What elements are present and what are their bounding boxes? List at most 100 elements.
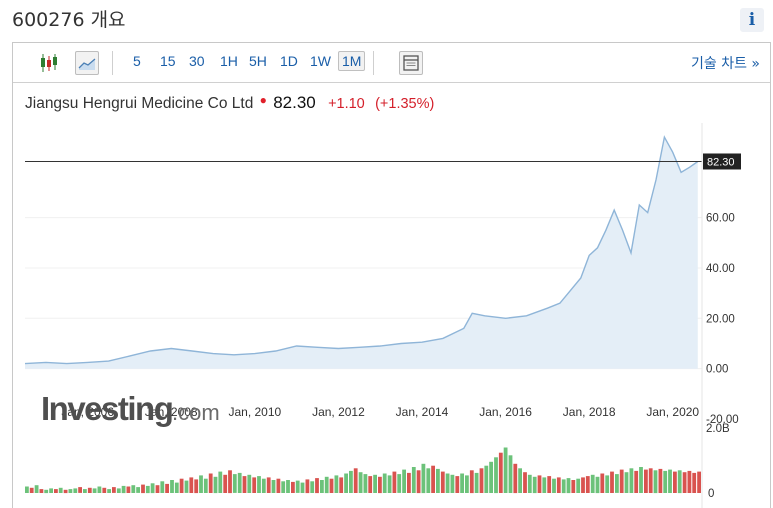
volume-bar [479,468,484,493]
volume-bar [54,489,58,493]
interval-1w[interactable]: 1W [310,53,331,69]
investing-logo: Investing .com [41,390,220,427]
price-change-pct: (+1.35%) [375,96,435,112]
last-price-label: 82.30 [707,156,735,168]
volume-bar [232,474,237,493]
volume-bar [484,465,489,493]
volume-bar [407,472,411,493]
volume-bar [68,489,73,493]
last-price-box [703,153,741,170]
volume-bar [571,480,576,493]
volume-bar [295,480,300,493]
volume-bar [34,485,39,493]
volume-bar [697,471,701,493]
volume-bar [155,485,160,493]
volume-bar [349,470,353,493]
volume-bar [455,476,460,493]
volume-bar [49,488,53,493]
volume-bar [228,470,232,494]
price-area-fill [25,137,698,369]
interval-5[interactable]: 5 [133,53,141,69]
volume-bar [368,476,373,493]
volume-bar [537,475,542,493]
volume-bar [668,469,672,493]
volume-bar [411,467,416,493]
volume-bar [523,472,527,493]
volume-bar [150,483,155,494]
area-chart-icon[interactable] [75,51,99,75]
y-tick-label: 0.00 [706,364,728,376]
price-chart[interactable]: 82.30 0.00 20.00 40.00 60.00 -20.00 Jan, 200… [13,123,770,508]
volume-bar [450,474,455,493]
volume-bar [460,473,464,493]
toolbar-separator [112,51,113,75]
x-tick-label: Jan, 2020 [646,405,699,419]
volume-bar [373,474,377,493]
y-tick-label: 40.00 [706,263,735,275]
volume-bar [107,489,111,493]
volume-bar [199,475,203,493]
interval-1h[interactable]: 1H [220,53,238,69]
volume-bar [194,479,199,494]
volume-bar [566,478,571,494]
volume-bar [498,452,503,493]
volume-bar [605,475,610,493]
volume-bar [116,488,121,493]
volume-bar [83,489,87,493]
x-tick-label: Jan, 2016 [479,405,532,419]
volume-bar [387,475,392,493]
interval-1d[interactable]: 1D [280,53,298,69]
live-dot-icon: ● [259,93,267,107]
volume-bar [136,487,140,493]
volume-bar [673,471,677,493]
volume-bar [170,480,174,493]
chart-settings-icon[interactable] [399,51,423,75]
volume-bar [271,480,276,493]
volume-axis-label: 2.0B [706,423,730,435]
logo-suffix: .com [172,400,220,425]
volume-bar [320,480,324,493]
volume-bar [382,473,387,493]
volume-bar [639,467,643,493]
volume-bar [508,455,513,493]
volume-bar [87,487,92,493]
volume-bar [324,476,329,494]
volume-bar [291,481,295,493]
interval-30[interactable]: 30 [189,53,205,69]
volume-bar [58,487,63,493]
info-icon[interactable]: i [740,8,764,32]
volume-bar [421,463,426,494]
volume-bar [218,471,223,493]
y-tick-label: 60.00 [706,213,735,225]
volume-bar [576,478,581,493]
volume-bar [257,476,261,493]
x-tick-label: Jan, 2006 [61,405,114,419]
interval-15[interactable]: 15 [160,53,176,69]
volume-bar [610,471,614,493]
volume-bar [315,478,319,494]
candlestick-icon[interactable] [37,51,61,75]
volume-axis-label: 0 [708,488,714,500]
interval-1m[interactable]: 1M [338,51,366,71]
technical-chart-link[interactable]: 기술 차트 » [691,56,760,72]
volume-bar [518,468,522,493]
x-tick-label: Jan, 2018 [563,405,616,419]
volume-bar [489,461,493,493]
price-change: +1.10 [328,96,365,112]
volume-bar [160,481,165,493]
volume-bar [556,477,561,493]
volume-bar [402,469,406,493]
volume-bar [276,478,281,493]
interval-5h[interactable]: 5H [249,53,267,69]
volume-bar [503,447,508,493]
volume-bar [634,470,639,493]
volume-bar [581,477,585,493]
volume-bar [465,475,469,493]
volume-bar [624,472,629,493]
volume-bar [532,476,537,494]
volume-bar [663,470,668,493]
volume-bar [281,481,286,493]
volume-bar [474,472,479,493]
volume-bar [203,478,208,493]
volume-bar [131,485,136,493]
